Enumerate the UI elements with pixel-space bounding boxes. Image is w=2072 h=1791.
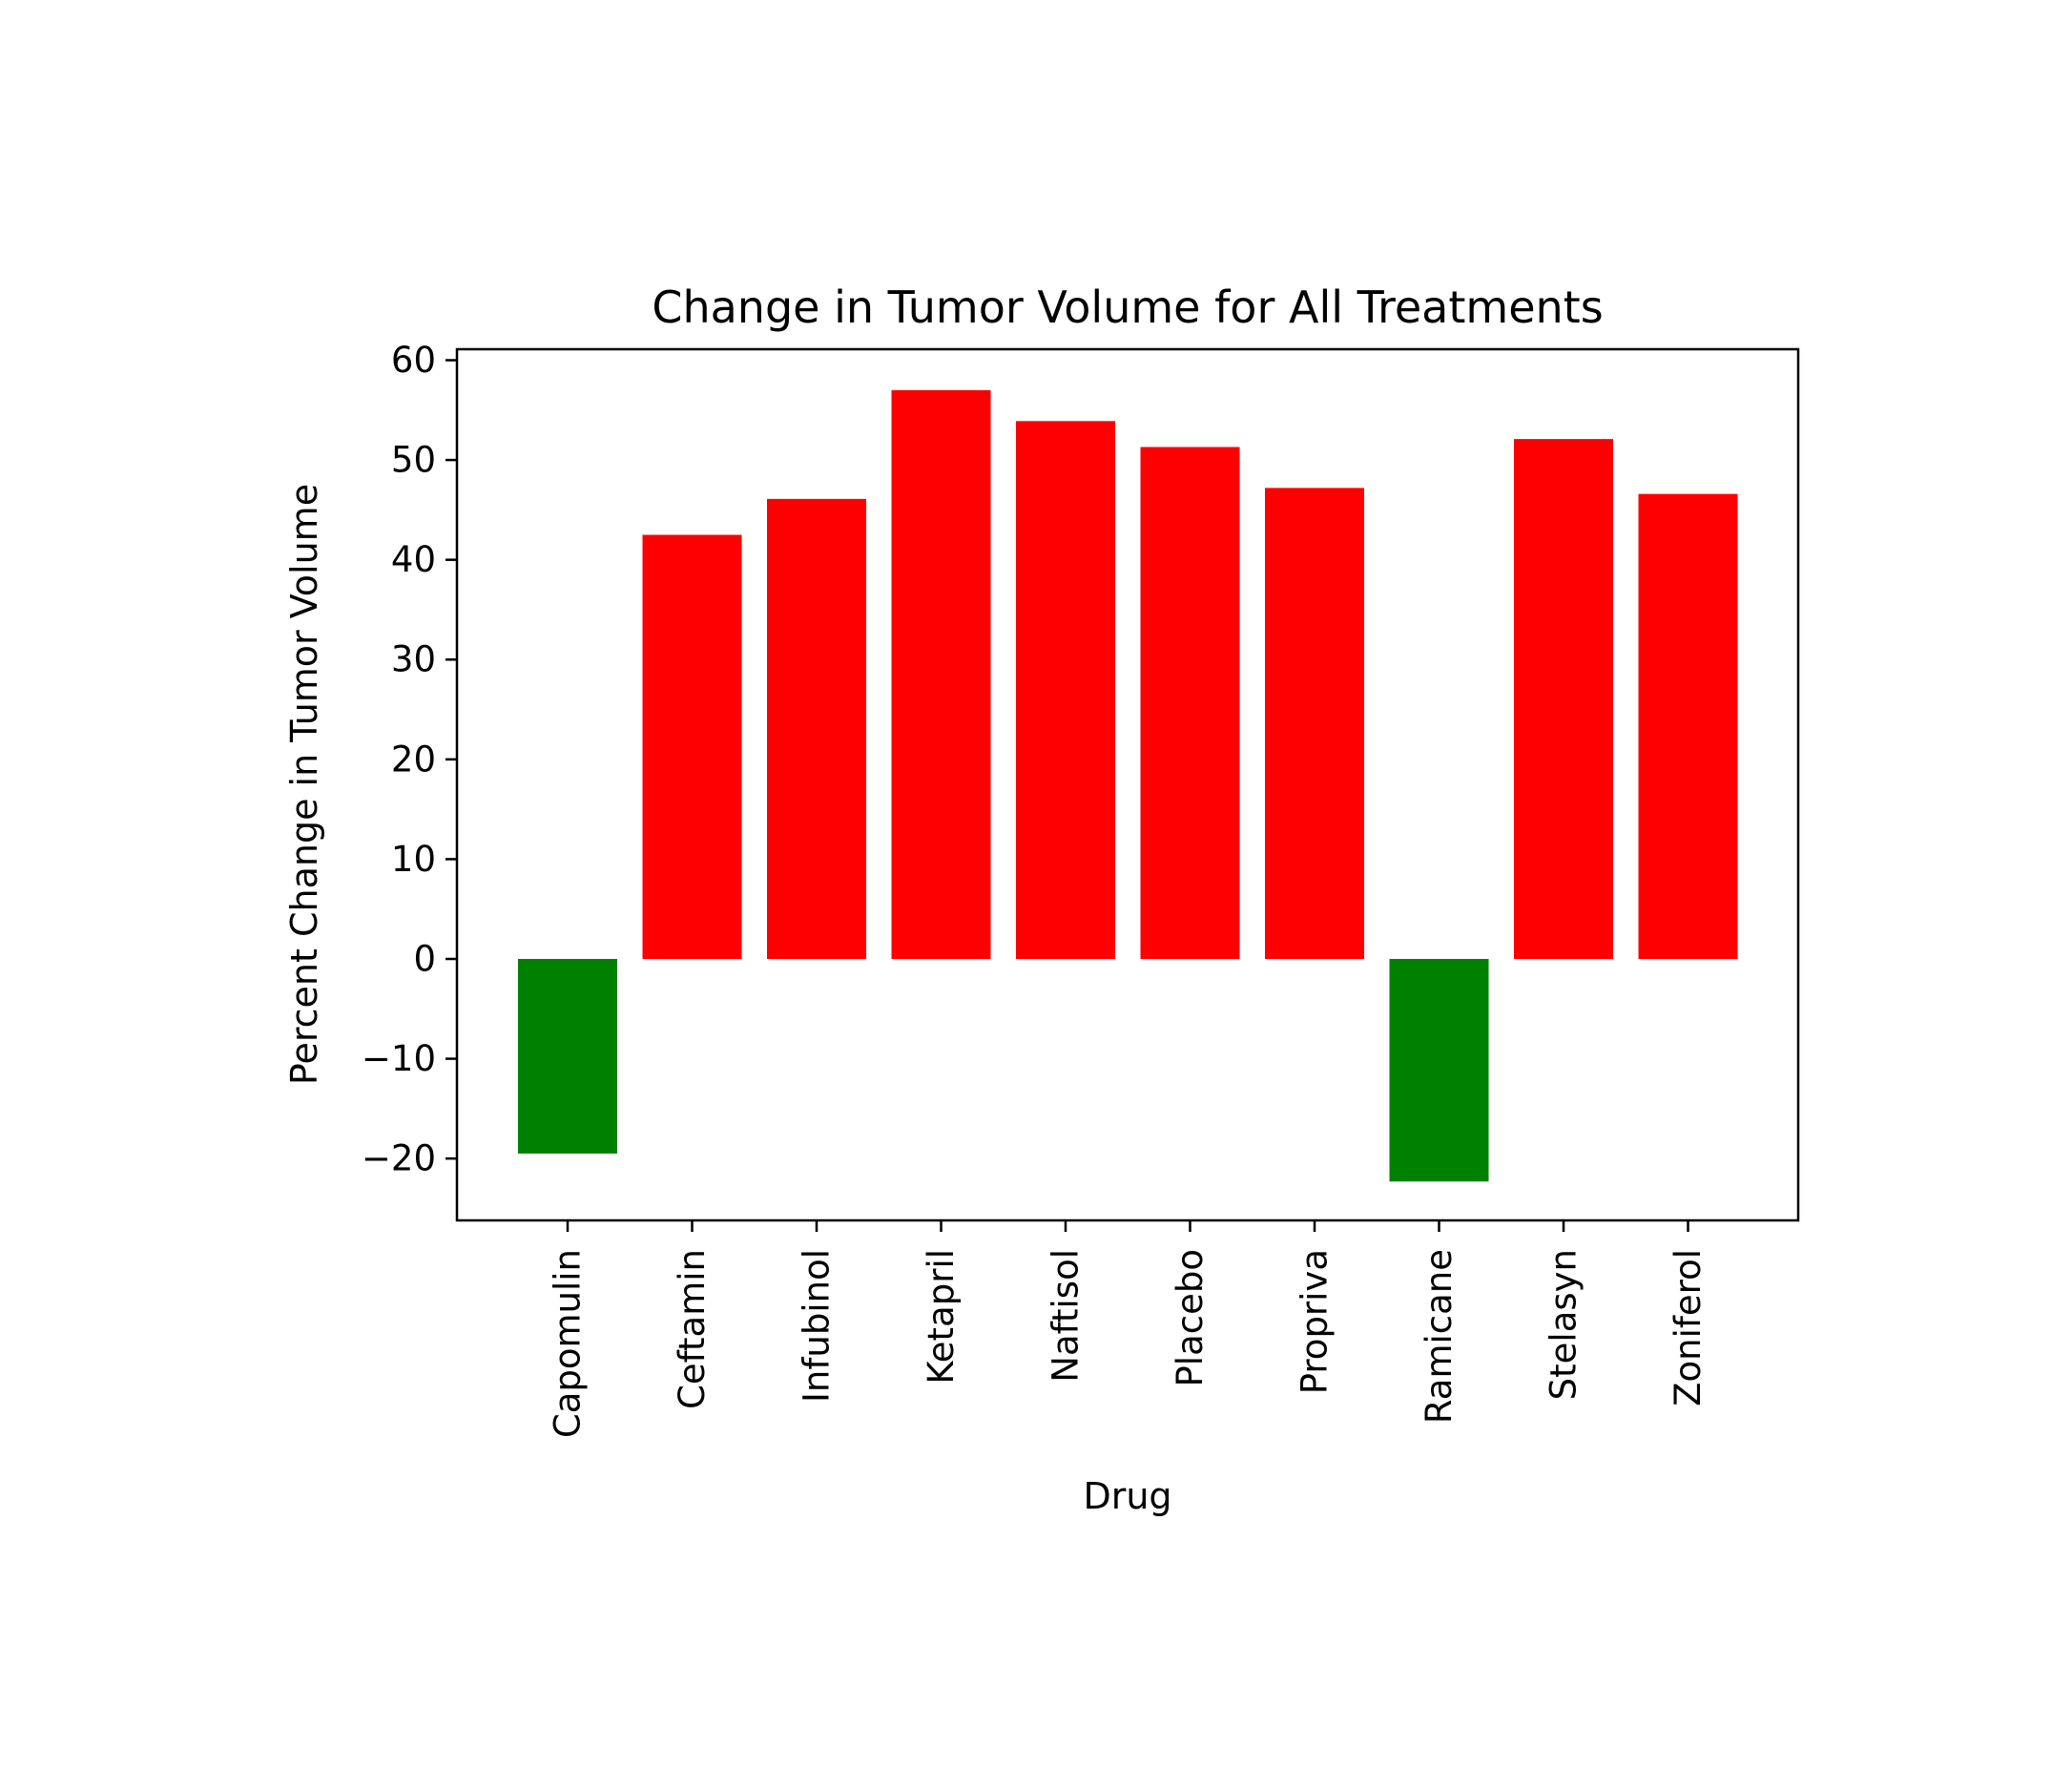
x-tick-label-ramicane: Ramicane bbox=[1419, 1249, 1460, 1424]
y-tick-label: 40 bbox=[391, 539, 436, 580]
y-tick-label: 0 bbox=[413, 938, 436, 979]
y-tick-label: 30 bbox=[391, 639, 436, 680]
y-tick-label: −20 bbox=[362, 1138, 436, 1179]
y-tick-label: 10 bbox=[391, 839, 436, 880]
y-ticks-group: −20 −10 0 10 20 30 40 50 60 bbox=[362, 340, 457, 1179]
x-tick-label-capomulin: Capomulin bbox=[548, 1249, 589, 1438]
bar-zoniferol bbox=[1638, 493, 1738, 959]
bar-ramicane bbox=[1389, 958, 1489, 1182]
x-tick-label-propriva: Propriva bbox=[1295, 1249, 1336, 1394]
bar-stelasyn bbox=[1514, 439, 1613, 959]
x-axis-label: Drug bbox=[1083, 1475, 1171, 1517]
y-tick-label: 60 bbox=[391, 340, 436, 381]
x-tick-label-ketapril: Ketapril bbox=[921, 1249, 962, 1385]
x-tick-label-naftisol: Naftisol bbox=[1046, 1249, 1087, 1383]
bars-group bbox=[518, 389, 1738, 1182]
y-tick-label: 50 bbox=[391, 440, 436, 481]
bar-capomulin bbox=[518, 958, 617, 1154]
x-tick-label-zoniferol: Zoniferol bbox=[1668, 1249, 1709, 1406]
bar-propriva bbox=[1265, 488, 1364, 959]
x-tick-label-infubinol: Infubinol bbox=[797, 1249, 838, 1403]
bar-placebo bbox=[1140, 447, 1240, 959]
bar-naftisol bbox=[1016, 421, 1115, 959]
chart-title: Change in Tumor Volume for All Treatment… bbox=[652, 281, 1603, 333]
x-tick-label-stelasyn: Stelasyn bbox=[1544, 1249, 1585, 1400]
bar-ceftamin bbox=[642, 534, 742, 959]
x-ticks-group: Capomulin Ceftamin Infubinol Ketapril Naftis… bbox=[548, 1220, 1709, 1438]
plot-frame bbox=[455, 347, 1800, 1222]
y-tick-label: −10 bbox=[362, 1038, 436, 1079]
x-tick-label-ceftamin: Ceftamin bbox=[672, 1249, 713, 1409]
y-axis-label: Percent Change in Tumor Volume bbox=[283, 484, 325, 1085]
x-tick-label-placebo: Placebo bbox=[1170, 1249, 1211, 1387]
bar-ketapril bbox=[891, 389, 991, 959]
y-tick-label: 20 bbox=[391, 739, 436, 780]
bar-infubinol bbox=[767, 498, 866, 959]
